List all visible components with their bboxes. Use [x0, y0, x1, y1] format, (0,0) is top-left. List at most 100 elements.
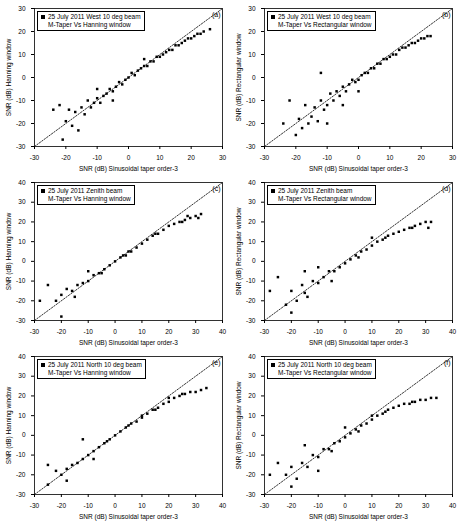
- svg-text:-20: -20: [246, 297, 256, 304]
- svg-text:20: 20: [18, 392, 26, 399]
- svg-text:SNR (dB) Hanning window: SNR (dB) Hanning window: [5, 387, 13, 465]
- svg-text:-20: -20: [16, 120, 26, 127]
- svg-text:0: 0: [127, 154, 131, 161]
- svg-text:10: 10: [18, 238, 26, 245]
- svg-text:20: 20: [18, 28, 26, 35]
- svg-text:-10: -10: [246, 97, 256, 104]
- svg-text:30: 30: [18, 372, 26, 379]
- svg-text:40: 40: [18, 179, 26, 186]
- svg-text:10: 10: [248, 412, 256, 419]
- svg-text:30: 30: [219, 154, 227, 161]
- svg-text:(b): (b): [442, 11, 451, 19]
- svg-text:30: 30: [192, 502, 200, 509]
- svg-text:0: 0: [252, 257, 256, 264]
- svg-text:-10: -10: [16, 277, 26, 284]
- svg-text:-10: -10: [322, 154, 332, 161]
- svg-text:10: 10: [368, 328, 376, 335]
- svg-text:10: 10: [18, 51, 26, 58]
- svg-text:(d): (d): [442, 185, 451, 193]
- svg-text:0: 0: [113, 328, 117, 335]
- svg-text:10: 10: [18, 412, 26, 419]
- svg-text:-10: -10: [16, 451, 26, 458]
- svg-text:30: 30: [422, 328, 430, 335]
- svg-text:(c): (c): [212, 185, 220, 193]
- svg-text:20: 20: [165, 328, 173, 335]
- svg-text:SNR (dB) Hanning window: SNR (dB) Hanning window: [5, 213, 13, 291]
- svg-text:20: 20: [165, 502, 173, 509]
- svg-text:-20: -20: [287, 502, 297, 509]
- svg-text:-20: -20: [246, 120, 256, 127]
- svg-text:-10: -10: [84, 502, 94, 509]
- svg-text:-20: -20: [57, 502, 67, 509]
- svg-text:SNR (dB) Hanning window: SNR (dB) Hanning window: [5, 39, 13, 117]
- svg-text:-20: -20: [16, 471, 26, 478]
- svg-text:40: 40: [449, 328, 457, 335]
- svg-text:40: 40: [219, 502, 227, 509]
- svg-text:-30: -30: [16, 143, 26, 150]
- svg-text:20: 20: [18, 218, 26, 225]
- svg-text:0: 0: [22, 431, 26, 438]
- svg-text:SNR (dB) Rectangular window: SNR (dB) Rectangular window: [235, 381, 243, 469]
- svg-text:-30: -30: [246, 143, 256, 150]
- svg-text:-20: -20: [246, 471, 256, 478]
- svg-text:30: 30: [18, 198, 26, 205]
- svg-text:SNR (dB) Sinusoidal taper orde: SNR (dB) Sinusoidal taper order-3: [309, 339, 408, 347]
- svg-text:40: 40: [248, 353, 256, 360]
- svg-text:40: 40: [248, 179, 256, 186]
- svg-text:SNR (dB) Sinusoidal taper orde: SNR (dB) Sinusoidal taper order-3: [309, 513, 408, 521]
- svg-text:20: 20: [248, 218, 256, 225]
- svg-text:(a): (a): [212, 11, 221, 19]
- svg-text:-20: -20: [287, 328, 297, 335]
- svg-text:0: 0: [343, 328, 347, 335]
- svg-text:-30: -30: [246, 491, 256, 498]
- svg-text:SNR (dB) Rectangular window: SNR (dB) Rectangular window: [235, 207, 243, 295]
- svg-text:0: 0: [22, 74, 26, 81]
- svg-text:-10: -10: [246, 451, 256, 458]
- svg-text:10: 10: [386, 154, 394, 161]
- svg-text:SNR (dB) Sinusoidal taper orde: SNR (dB) Sinusoidal taper order-3: [79, 165, 178, 173]
- svg-text:-30: -30: [260, 154, 270, 161]
- svg-text:-30: -30: [16, 317, 26, 324]
- svg-text:-30: -30: [246, 317, 256, 324]
- svg-text:-10: -10: [314, 328, 324, 335]
- svg-text:20: 20: [418, 154, 426, 161]
- svg-text:-30: -30: [30, 502, 40, 509]
- svg-text:-10: -10: [314, 502, 324, 509]
- svg-text:-10: -10: [246, 277, 256, 284]
- svg-text:-20: -20: [16, 297, 26, 304]
- svg-text:0: 0: [252, 74, 256, 81]
- svg-text:40: 40: [449, 502, 457, 509]
- svg-text:30: 30: [449, 154, 457, 161]
- svg-text:-10: -10: [16, 97, 26, 104]
- svg-text:(e): (e): [212, 359, 221, 367]
- svg-text:SNR (dB) Sinusoidal taper orde: SNR (dB) Sinusoidal taper order-3: [79, 513, 178, 521]
- svg-text:SNR (dB) Sinusoidal taper orde: SNR (dB) Sinusoidal taper order-3: [309, 165, 408, 173]
- svg-text:-20: -20: [61, 154, 71, 161]
- svg-text:40: 40: [18, 353, 26, 360]
- svg-text:(f): (f): [444, 359, 451, 367]
- svg-text:10: 10: [248, 238, 256, 245]
- svg-text:10: 10: [156, 154, 164, 161]
- svg-text:0: 0: [343, 502, 347, 509]
- svg-text:-20: -20: [57, 328, 67, 335]
- svg-text:20: 20: [188, 154, 196, 161]
- svg-text:-30: -30: [16, 491, 26, 498]
- svg-text:10: 10: [368, 502, 376, 509]
- svg-text:10: 10: [138, 328, 146, 335]
- svg-text:30: 30: [248, 5, 256, 12]
- svg-text:SNR (dB) Sinusoidal taper orde: SNR (dB) Sinusoidal taper order-3: [79, 339, 178, 347]
- svg-text:0: 0: [22, 257, 26, 264]
- svg-text:30: 30: [248, 372, 256, 379]
- svg-text:30: 30: [248, 198, 256, 205]
- svg-text:-10: -10: [92, 154, 102, 161]
- svg-text:20: 20: [248, 28, 256, 35]
- svg-text:SNR (dB) Rectangular window: SNR (dB) Rectangular window: [235, 33, 243, 121]
- svg-text:30: 30: [18, 5, 26, 12]
- svg-text:-20: -20: [291, 154, 301, 161]
- svg-text:30: 30: [192, 328, 200, 335]
- svg-text:30: 30: [422, 502, 430, 509]
- svg-text:-30: -30: [260, 328, 270, 335]
- svg-text:-30: -30: [260, 502, 270, 509]
- svg-text:-30: -30: [30, 328, 40, 335]
- svg-text:10: 10: [138, 502, 146, 509]
